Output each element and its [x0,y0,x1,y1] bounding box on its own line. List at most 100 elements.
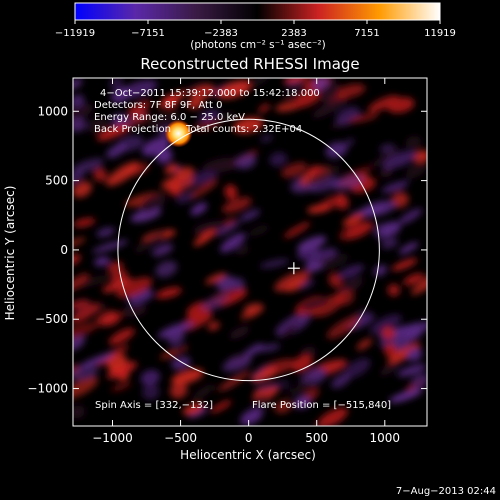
emission-blob [380,166,393,178]
emission-blob [300,370,316,382]
emission-blob [151,243,174,257]
emission-blob [293,90,322,108]
emission-pattern [73,78,427,426]
emission-blob [141,137,171,156]
emission-blob [235,153,257,169]
emission-blob [73,218,96,228]
emission-blob [73,376,99,399]
emission-blob [140,369,161,386]
emission-blob [387,342,421,364]
emission-blob [391,258,418,271]
emission-blob [398,242,419,255]
emission-blob [120,79,158,99]
emission-blob [344,358,371,379]
emission-blob [161,175,195,192]
annotation-time: 4−Oct−2011 15:39:12.000 to 15:42:18.000 [100,88,320,99]
emission-blob [73,237,86,249]
emission-blob [338,264,365,279]
emission-blob [73,303,101,324]
emission-blob [293,395,312,409]
emission-blob [190,84,216,100]
emission-blob [222,356,252,372]
emission-blob [360,200,397,217]
emission-blob [176,190,198,204]
emission-blob [296,248,322,260]
emission-blob [106,354,128,371]
emission-blob [335,289,355,306]
emission-blob [157,90,188,108]
emission-blob [306,262,323,273]
emission-blob [73,334,85,351]
emission-blob [240,408,264,426]
emission-blob [388,389,423,403]
annotation-spin-axis: Spin Axis = [332,−132] [95,400,213,411]
emission-blob [121,304,147,317]
emission-blob [155,260,178,278]
emission-blob [142,383,160,400]
solar-limb-circle [117,118,380,382]
x-axis-label: Heliocentric X (arcsec) [180,448,316,462]
y-tick-label: 1000 [37,104,68,118]
emission-blob [186,97,204,110]
emission-blob [398,208,423,225]
emission-blob [307,370,328,386]
emission-blob [224,184,238,200]
emission-blob [171,368,204,385]
emission-blob [256,344,281,352]
emission-blob [239,209,261,222]
emission-blob [283,78,310,85]
emission-blob [78,274,111,288]
emission-blob [397,364,427,377]
emission-blob [94,256,110,267]
emission-blob [134,230,167,253]
annotation-detectors: Detectors: 7F 8F 9F, Att 0 [94,100,222,111]
colorbar [74,2,441,21]
annotation-block: 4−Oct−2011 15:39:12.000 to 15:42:18.000 … [94,88,391,411]
emission-blob [73,322,98,340]
y-tick-label: 500 [45,174,68,188]
footer-date: 7−Aug−2013 02:44 [396,486,496,497]
emission-blob [107,361,138,379]
emission-blob [101,311,122,326]
x-tick-label: 1000 [370,431,401,445]
emission-blob [229,326,250,339]
emission-blob [258,103,271,113]
emission-blob [155,287,182,299]
emission-blob [130,208,162,223]
emission-blob [156,149,173,164]
emission-blob [96,227,116,238]
emission-blob [79,352,116,369]
emission-blob [220,288,247,307]
emission-blob [274,270,311,292]
emission-blob [217,370,251,392]
y-tick-label: −500 [35,312,68,326]
colorbar-unit-label: (photons cm⁻² s⁻¹ asec⁻²) [190,39,325,51]
emission-blob [369,147,400,168]
emission-blob [169,382,188,399]
colorbar-ticks: −11919 −7151 −2383 2383 7151 11919 [55,20,456,39]
emission-blob [249,78,271,88]
emission-blob [232,277,245,290]
emission-blob [157,322,191,339]
colorbar-tick-label: 11919 [424,28,456,39]
emission-blob [164,163,178,174]
emission-blob [239,310,259,320]
emission-blob [188,407,208,419]
emission-blob [382,150,418,169]
emission-blob [381,181,409,194]
emission-blob [73,104,94,124]
emission-blob [305,248,337,269]
emission-blob [219,233,246,253]
emission-blob [216,275,237,292]
emission-blob [202,157,242,174]
emission-blob [219,111,235,122]
emission-blob [367,95,400,113]
emission-blob [381,325,396,341]
emission-blob [73,253,81,265]
emission-blob [73,273,90,292]
emission-blob [318,407,349,426]
emission-blob [260,134,273,142]
emission-blob [193,221,228,235]
emission-blob [306,165,341,187]
emission-blob [200,294,232,311]
